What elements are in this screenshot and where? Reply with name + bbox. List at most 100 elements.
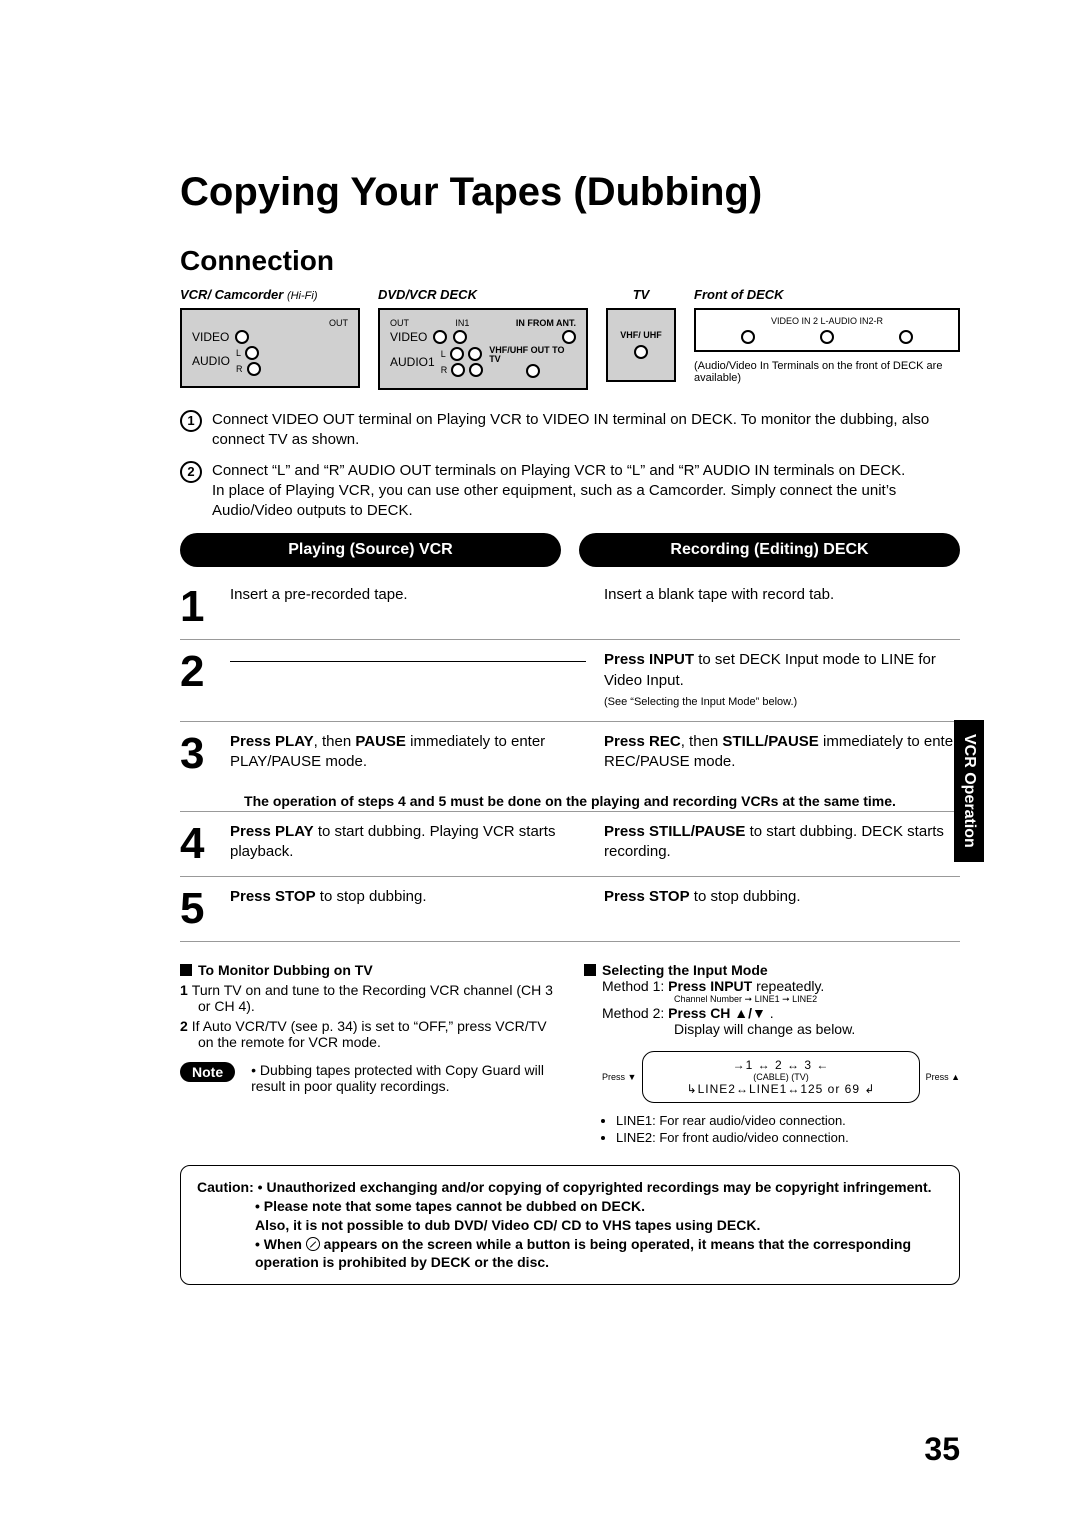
m2a: Method 2:	[602, 1005, 668, 1021]
monitor-i1: 1Turn TV on and tune to the Recording VC…	[198, 982, 556, 1014]
side-tab: VCR Operation	[954, 720, 984, 862]
caution-box: Caution: • Unauthorized exchanging and/o…	[180, 1165, 960, 1285]
conn2a-text: Connect “L” and “R” AUDIO OUT terminals …	[212, 462, 905, 479]
jack-icon	[245, 346, 259, 360]
cycle-box: →1 ↔ 2 ↔ 3 ← (CABLE) (TV) ↳LINE2↔LINE1↔1…	[642, 1051, 919, 1103]
s3r-c: STILL/PAUSE	[722, 733, 818, 750]
m1d: Channel Number ➞ LINE1 ➞ LINE2	[602, 994, 960, 1005]
steps: 1 Insert a pre-recorded tape. Insert a b…	[180, 575, 960, 942]
deck-label: DVD/VCR DECK	[378, 287, 588, 302]
circ-1-icon: 1	[180, 410, 202, 432]
step-num-3: 3	[180, 732, 230, 776]
video-label: VIDEO	[192, 330, 229, 344]
front-note: (Audio/Video In Terminals on the front o…	[694, 360, 960, 384]
audio1-label: AUDIO1	[390, 355, 435, 369]
page-number: 35	[924, 1431, 960, 1468]
s1l: Insert a pre-recorded tape.	[230, 585, 586, 629]
jack-icon	[468, 347, 482, 361]
monitor-i2-text: If Auto VCR/TV (see p. 34) is set to “OF…	[192, 1018, 547, 1050]
m1c: repeatedly.	[756, 978, 824, 994]
tv-box: VHF/ UHF	[606, 308, 676, 382]
step-1: 1 Insert a pre-recorded tape. Insert a b…	[180, 575, 960, 639]
jack-icon	[451, 363, 465, 377]
in-from-ant: IN FROM ANT.	[516, 318, 576, 328]
audio-label: AUDIO	[192, 354, 230, 368]
jack-icon	[453, 330, 467, 344]
b2: LINE2: For front audio/video connection.	[616, 1130, 960, 1145]
step-num-2: 2	[180, 650, 230, 711]
select-title: Selecting the Input Mode	[584, 962, 960, 978]
monitor-title: To Monitor Dubbing on TV	[180, 962, 556, 978]
l-label: L	[236, 348, 241, 358]
page-title: Copying Your Tapes (Dubbing)	[180, 170, 960, 215]
s3l-c: PAUSE	[355, 733, 406, 750]
in1-label: IN1	[455, 318, 469, 328]
c1: Unauthorized exchanging and/or copying o…	[266, 1179, 931, 1195]
c3b: appears on the screen while a button is …	[255, 1236, 911, 1271]
m2c: .	[770, 1005, 774, 1021]
connection-instructions: 1 Connect VIDEO OUT terminal on Playing …	[180, 410, 960, 521]
front-ports: VIDEO IN 2 L-AUDIO IN2-R	[708, 316, 946, 326]
prohibit-icon	[306, 1237, 320, 1251]
s5l-a: Press STOP	[230, 888, 316, 905]
jack-icon	[820, 330, 834, 344]
jack-icon	[526, 364, 540, 378]
tv-label: TV	[606, 287, 676, 302]
step-2: 2 Press INPUT to set DECK Input mode to …	[180, 639, 960, 721]
note-text: Dubbing tapes protected with Copy Guard …	[251, 1062, 544, 1094]
mid-note: The operation of steps 4 and 5 must be d…	[180, 786, 960, 811]
jack-icon	[247, 362, 261, 376]
cycle-top: →1 ↔ 2 ↔ 3 ←	[653, 1058, 908, 1072]
src-label: VCR/ Camcorder	[180, 287, 283, 302]
column-headers: Playing (Source) VCR Recording (Editing)…	[180, 533, 960, 567]
connection-diagram: VCR/ Camcorder (Hi-Fi) OUT VIDEO AUDIO L…	[180, 287, 960, 390]
s3r-a: Press REC	[604, 733, 681, 750]
r-label2: R	[441, 365, 448, 375]
front-label: Front of DECK	[694, 287, 960, 302]
monitor-i1-text: Turn TV on and tune to the Recording VCR…	[192, 982, 553, 1014]
s3l-b: , then	[314, 733, 356, 750]
step-5: 5 Press STOP to stop dubbing. Press STOP…	[180, 876, 960, 941]
c2: Please note that some tapes cannot be du…	[255, 1198, 760, 1233]
out-label: OUT	[192, 318, 348, 328]
pill-playing: Playing (Source) VCR	[180, 533, 561, 567]
vhf-uhf: VHF/ UHF	[620, 331, 662, 341]
s4r-a: Press STILL/PAUSE	[604, 823, 745, 840]
s4l-a: Press PLAY	[230, 823, 314, 840]
jack-icon	[433, 330, 447, 344]
jack-icon	[562, 330, 576, 344]
m2b: Press CH ▲/▼	[668, 1005, 766, 1021]
s3r-b: , then	[681, 733, 723, 750]
section-heading: Connection	[180, 245, 960, 277]
s5r-b: to stop dubbing.	[690, 888, 801, 905]
caution-lead: Caution:	[197, 1179, 254, 1195]
monitor-i2: 2If Auto VCR/TV (see p. 34) is set to “O…	[198, 1018, 556, 1050]
front-deck-panel: VIDEO IN 2 L-AUDIO IN2-R	[694, 308, 960, 352]
bottom-columns: To Monitor Dubbing on TV 1Turn TV on and…	[180, 962, 960, 1147]
press-dn-left: Press ▼	[602, 1072, 636, 1082]
s5r-a: Press STOP	[604, 888, 690, 905]
jack-icon	[450, 347, 464, 361]
jack-icon	[634, 345, 648, 359]
source-vcr-box: OUT VIDEO AUDIO L R	[180, 308, 360, 388]
s3l-a: Press PLAY	[230, 733, 314, 750]
step-4: 4 Press PLAY to start dubbing. Playing V…	[180, 811, 960, 876]
s5l-b: to stop dubbing.	[316, 888, 427, 905]
jack-icon	[235, 330, 249, 344]
step-num-4: 4	[180, 822, 230, 866]
circ-2-icon: 2	[180, 461, 202, 483]
b1: LINE1: For rear audio/video connection.	[616, 1113, 960, 1128]
s2r-c: (See “Selecting the Input Mode” below.)	[604, 696, 797, 708]
r-label: R	[236, 364, 243, 374]
l-label2: L	[441, 349, 446, 359]
m1b: Press INPUT	[668, 978, 752, 994]
m2d: Display will change as below.	[602, 1021, 960, 1037]
conn2b-text: In place of Playing VCR, you can use oth…	[212, 482, 896, 519]
video-label2: VIDEO	[390, 330, 427, 344]
m1a: Method 1:	[602, 978, 668, 994]
vhf-out: VHF/UHF OUT TO TV	[489, 346, 576, 364]
src-sub: (Hi-Fi)	[287, 290, 318, 302]
step-num-1: 1	[180, 585, 230, 629]
jack-icon	[741, 330, 755, 344]
jack-icon	[899, 330, 913, 344]
